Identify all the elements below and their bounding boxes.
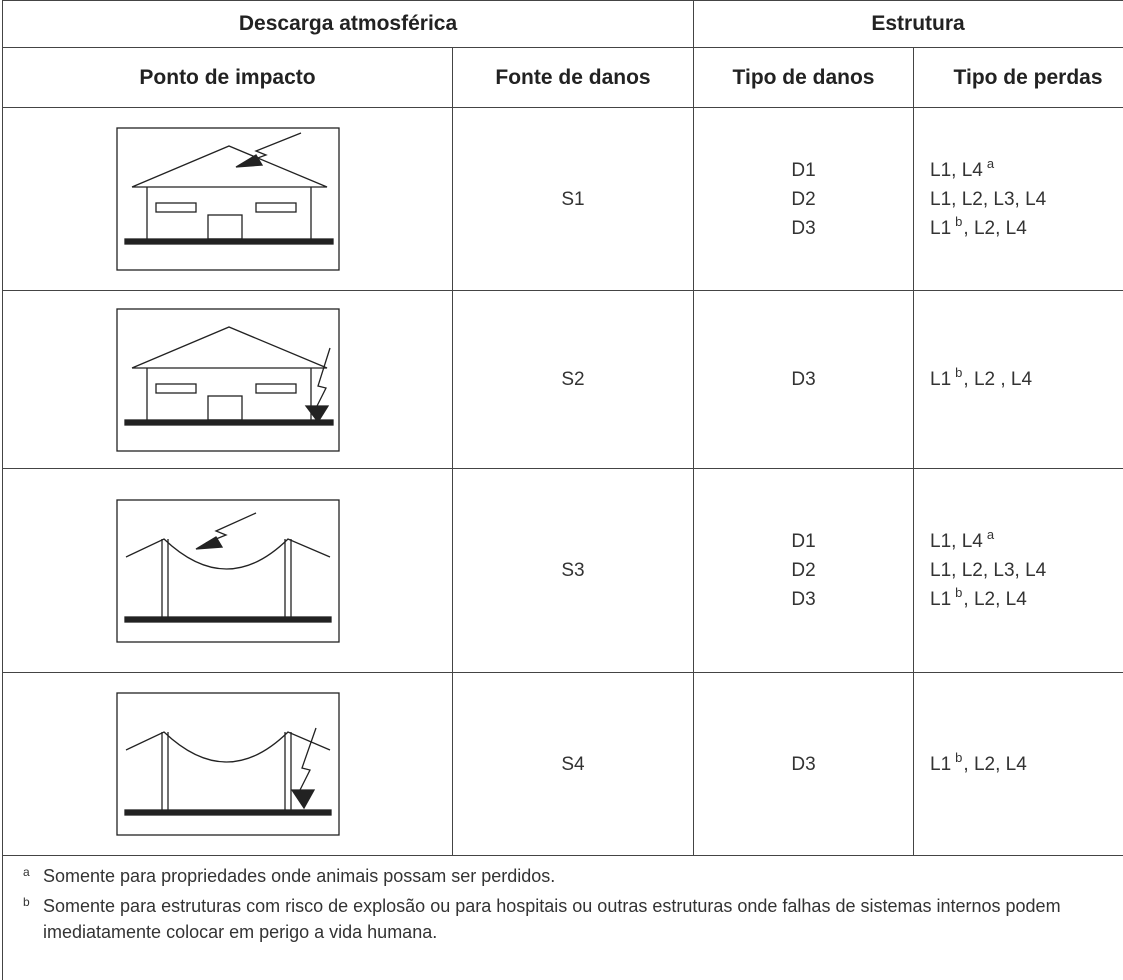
fonte-cell: S2: [451, 290, 695, 469]
near-house-strike-icon: [115, 307, 340, 452]
perdas-text: L1: [930, 753, 952, 775]
perdas-cell: L1 b, L2, L4: [913, 672, 1123, 856]
footnote-ref: b: [955, 213, 963, 229]
column-header: Tipo de danos: [693, 47, 915, 108]
perdas-line: L1 b, L2, L4: [930, 214, 1123, 243]
impact-cell: [2, 672, 453, 856]
footnote-text: Somente para propriedades onde animais p…: [43, 866, 556, 886]
column-header: Ponto de impacto: [2, 47, 453, 108]
footnote-text: Somente para estruturas com risco de exp…: [43, 896, 1061, 942]
danos-cell: D3: [693, 672, 915, 856]
footnote-ref: b: [955, 365, 963, 380]
fonte-cell: S3: [451, 468, 695, 673]
perdas-text: , L2, L4: [963, 589, 1027, 610]
perdas-text: , L2, L4: [963, 217, 1027, 239]
footnote-mark: b: [23, 895, 30, 909]
perdas-line: L1 b, L2 , L4: [930, 365, 1123, 394]
danos-line: D1: [791, 159, 816, 181]
table: Descarga atmosférica Estrutura Ponto de …: [1, 0, 1123, 856]
perdas-line: L1, L4 a: [930, 527, 1123, 556]
impact-cell: [2, 290, 453, 469]
danos-line: D3: [791, 217, 816, 239]
column-header: Fonte de danos: [451, 47, 695, 108]
footnotes: a Somente para propriedades onde animais…: [2, 855, 1123, 980]
impact-cell: [2, 468, 453, 673]
perdas-line: L1, L2, L3, L4: [930, 556, 1123, 585]
fonte-cell: S4: [451, 672, 695, 856]
perdas-text: L1: [930, 369, 952, 390]
perdas-text: L1, L4: [930, 159, 983, 181]
danos-line: D3: [791, 589, 816, 610]
perdas-line: L1, L4 a: [930, 156, 1123, 185]
danos-cell: D3: [693, 290, 915, 469]
group-header: Descarga atmosférica: [1, 0, 695, 48]
near-line-strike-icon: [115, 692, 340, 836]
perdas-line: L1 b, L2, L4: [930, 750, 1123, 779]
perdas-line: L1, L2, L3, L4: [930, 185, 1123, 214]
house-strike-icon: [115, 127, 340, 271]
perdas-text: L1: [930, 217, 952, 239]
perdas-text: L1: [930, 589, 952, 610]
footnote: b Somente para estruturas com risco de e…: [3, 893, 1123, 945]
danos-line: D1: [791, 531, 816, 552]
line-strike-icon: [115, 498, 340, 643]
danos-line: D2: [791, 560, 816, 581]
perdas-cell: L1 b, L2 , L4: [913, 290, 1123, 469]
perdas-text: L1, L2, L3, L4: [930, 188, 1047, 210]
group-header: Estrutura: [693, 0, 1123, 48]
danos-line: D3: [791, 753, 816, 775]
perdas-cell: L1, L4 a L1, L2, L3, L4 L1 b, L2, L4: [913, 468, 1123, 673]
danos-line: D2: [791, 188, 816, 210]
perdas-line: L1 b, L2, L4: [930, 585, 1123, 614]
danos-line: D3: [791, 369, 816, 390]
footnote-ref: a: [986, 527, 995, 542]
danos-cell: D1 D2 D3: [693, 468, 915, 673]
footnote: a Somente para propriedades onde animais…: [3, 863, 1123, 889]
fonte-cell: S1: [451, 107, 695, 291]
footnote-ref: b: [955, 749, 963, 765]
perdas-cell: L1, L4 a L1, L2, L3, L4 L1 b, L2, L4: [913, 107, 1123, 291]
footnote-ref: b: [955, 585, 963, 600]
perdas-text: L1, L4: [930, 531, 983, 552]
perdas-text: , L2, L4: [963, 753, 1027, 775]
perdas-text: L1, L2, L3, L4: [930, 560, 1047, 581]
impact-cell: [2, 107, 453, 291]
footnote-mark: a: [23, 865, 30, 879]
column-header: Tipo de perdas: [913, 47, 1123, 108]
footnote-ref: a: [986, 155, 995, 171]
danos-cell: D1 D2 D3: [693, 107, 915, 291]
perdas-text: , L2 , L4: [963, 369, 1033, 390]
